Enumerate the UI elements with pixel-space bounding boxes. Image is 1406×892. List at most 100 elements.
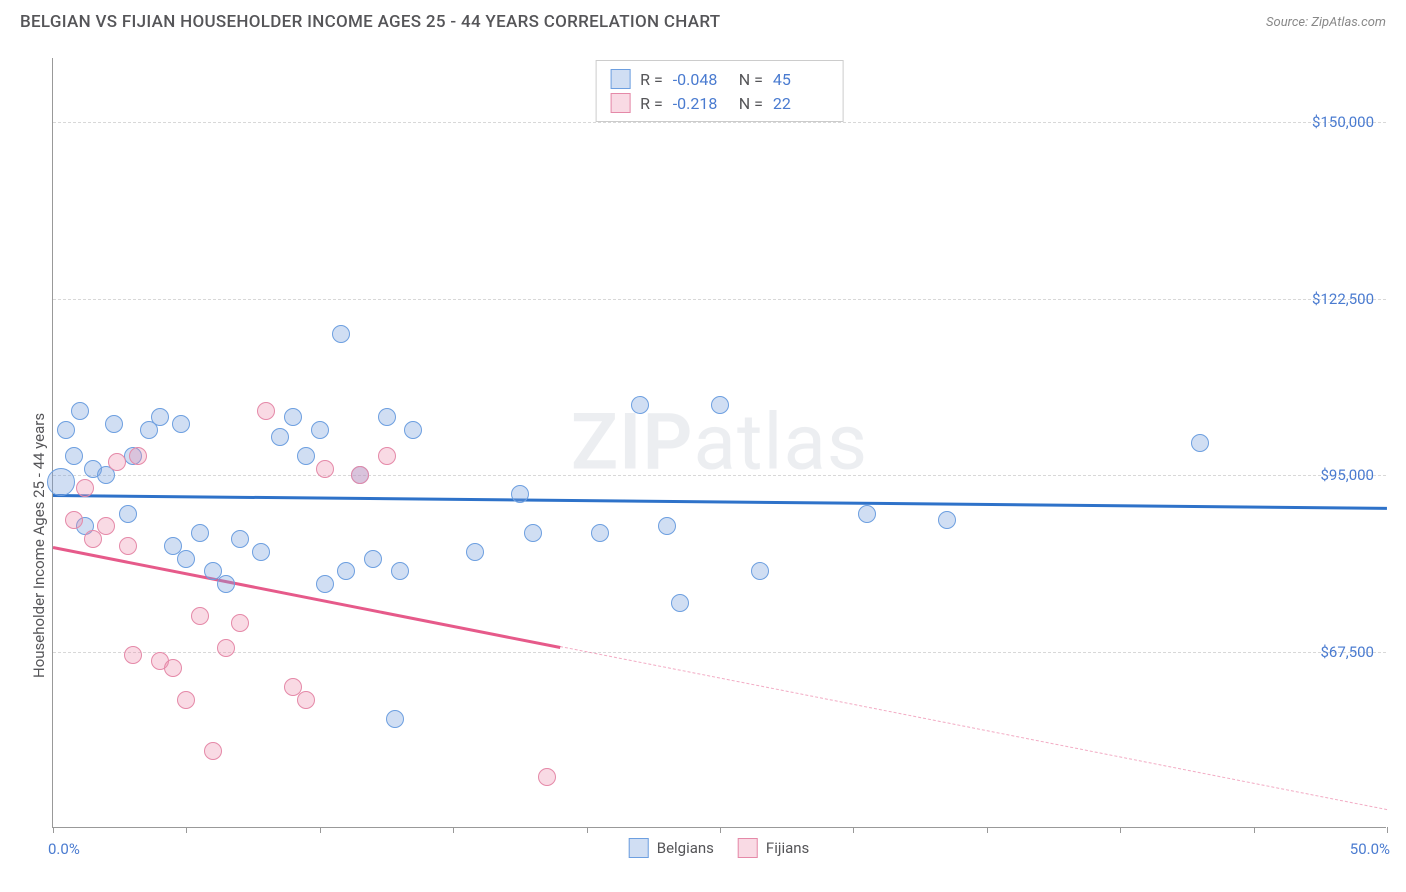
- chart-source: Source: ZipAtlas.com: [1266, 15, 1386, 30]
- data-point: [751, 562, 769, 580]
- y-axis-title: Householder Income Ages 25 - 44 years: [30, 413, 48, 678]
- legend-swatch: [629, 838, 649, 858]
- data-point: [57, 421, 75, 439]
- legend-item: Belgians: [629, 838, 714, 858]
- data-point: [177, 550, 195, 568]
- chart-area: Householder Income Ages 25 - 44 years ZI…: [52, 58, 1386, 828]
- legend-swatch: [610, 93, 630, 113]
- gridline: [53, 122, 1386, 123]
- data-point: [404, 421, 422, 439]
- data-point: [297, 691, 315, 709]
- stat-r-value: -0.048: [673, 70, 729, 89]
- data-point: [257, 402, 275, 420]
- data-point: [711, 396, 729, 414]
- data-point: [858, 505, 876, 523]
- legend-swatch: [738, 838, 758, 858]
- scatter-plot: ZIPatlas R =-0.048N =45R =-0.218N =22 $6…: [52, 58, 1386, 828]
- data-point: [191, 524, 209, 542]
- x-tick: [1120, 827, 1121, 833]
- data-point: [97, 517, 115, 535]
- stat-n-label: N =: [739, 94, 763, 113]
- data-point: [658, 517, 676, 535]
- data-point: [191, 607, 209, 625]
- data-point: [591, 524, 609, 542]
- x-tick: [1387, 827, 1388, 833]
- y-tick-label: $150,000: [1312, 113, 1374, 131]
- stat-n-value: 22: [773, 94, 829, 113]
- stat-n-value: 45: [773, 70, 829, 89]
- x-tick: [853, 827, 854, 833]
- x-tick: [453, 827, 454, 833]
- data-point: [378, 408, 396, 426]
- data-point: [316, 575, 334, 593]
- data-point: [217, 575, 235, 593]
- legend-label: Fijians: [766, 839, 809, 857]
- stats-legend-box: R = -0.048 N = 45 R = -0.218 N = 22: [595, 60, 844, 122]
- legend-label: Belgians: [657, 839, 714, 857]
- data-point: [332, 325, 350, 343]
- data-point: [671, 594, 689, 612]
- data-point: [76, 479, 94, 497]
- data-point: [297, 447, 315, 465]
- x-tick: [587, 827, 588, 833]
- data-point: [631, 396, 649, 414]
- data-point: [364, 550, 382, 568]
- y-tick-label: $122,500: [1312, 290, 1374, 308]
- x-axis-min-label: 0.0%: [48, 840, 80, 858]
- y-tick-label: $67,500: [1320, 643, 1374, 661]
- data-point: [217, 639, 235, 657]
- gridline: [53, 299, 1386, 300]
- stats-row: R = -0.218 N = 22: [610, 91, 829, 115]
- data-point: [252, 543, 270, 561]
- y-tick-label: $95,000: [1320, 466, 1374, 484]
- data-point: [1191, 434, 1209, 452]
- stat-r-label: R =: [640, 94, 663, 113]
- data-point: [511, 485, 529, 503]
- data-point: [391, 562, 409, 580]
- data-point: [351, 466, 369, 484]
- data-point: [65, 511, 83, 529]
- data-point: [284, 408, 302, 426]
- stat-r-label: R =: [640, 70, 663, 89]
- series-legend: Belgians Fijians: [629, 838, 810, 858]
- data-point: [231, 614, 249, 632]
- stat-n-label: N =: [739, 70, 763, 89]
- data-point: [466, 543, 484, 561]
- x-tick: [987, 827, 988, 833]
- data-point: [164, 659, 182, 677]
- data-point: [938, 511, 956, 529]
- x-tick: [720, 827, 721, 833]
- trend-line: [53, 494, 1387, 510]
- stat-r-value: -0.218: [673, 94, 729, 113]
- data-point: [172, 415, 190, 433]
- gridline: [53, 652, 1386, 653]
- legend-item: Fijians: [738, 838, 809, 858]
- data-point: [119, 537, 137, 555]
- data-point: [105, 415, 123, 433]
- data-point: [378, 447, 396, 465]
- data-point: [108, 453, 126, 471]
- data-point: [316, 460, 334, 478]
- data-point: [129, 447, 147, 465]
- x-tick: [53, 827, 54, 833]
- data-point: [119, 505, 137, 523]
- data-point: [204, 742, 222, 760]
- data-point: [71, 402, 89, 420]
- x-tick: [320, 827, 321, 833]
- data-point: [386, 710, 404, 728]
- gridline: [53, 475, 1386, 476]
- data-point: [177, 691, 195, 709]
- data-point: [311, 421, 329, 439]
- data-point: [524, 524, 542, 542]
- data-point: [337, 562, 355, 580]
- trend-line: [53, 546, 560, 649]
- data-point: [231, 530, 249, 548]
- trend-line: [560, 646, 1387, 810]
- x-axis-max-label: 50.0%: [1350, 840, 1390, 858]
- stats-row: R = -0.048 N = 45: [610, 67, 829, 91]
- data-point: [271, 428, 289, 446]
- data-point: [151, 408, 169, 426]
- data-point: [47, 468, 75, 496]
- x-tick: [186, 827, 187, 833]
- chart-header: BELGIAN VS FIJIAN HOUSEHOLDER INCOME AGE…: [0, 0, 1406, 40]
